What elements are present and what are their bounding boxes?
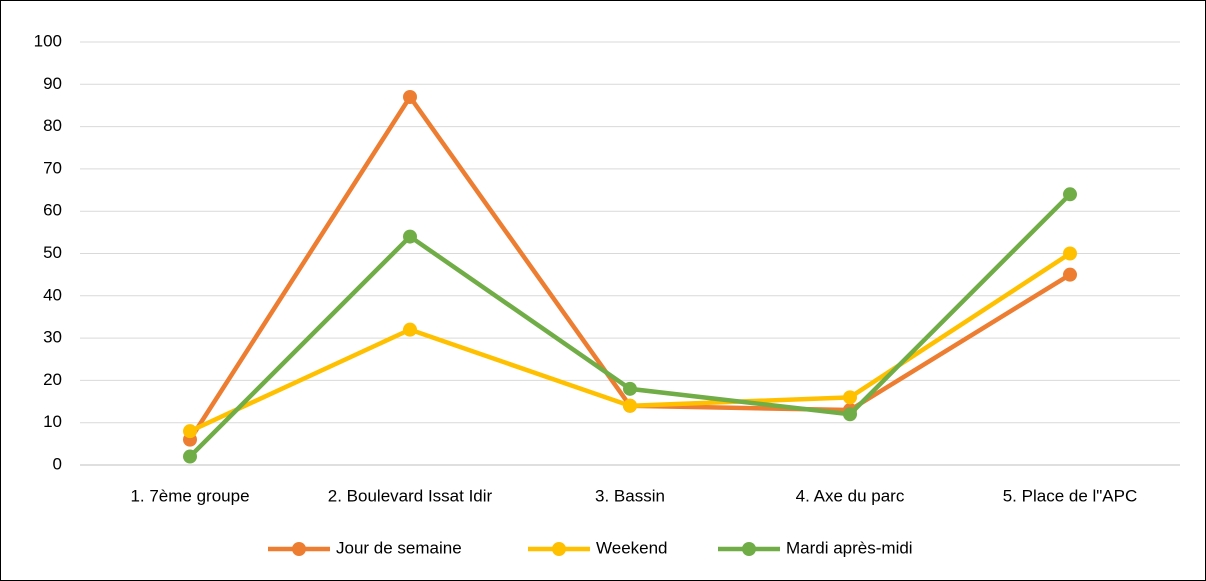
series-marker [403,322,417,337]
y-tick-label: 10 [43,412,62,431]
series-marker [1063,267,1077,282]
series-marker [183,424,197,439]
series-marker [623,398,637,413]
series-marker [1063,187,1077,202]
y-tick-label: 100 [34,31,62,50]
legend-marker [552,542,566,556]
series-marker [403,229,417,244]
y-tick-label: 0 [53,454,62,473]
legend-label: Jour de semaine [336,538,462,557]
series-marker [843,407,857,422]
y-tick-label: 70 [43,158,62,177]
y-tick-label: 60 [43,201,62,220]
y-tick-label: 80 [43,116,62,135]
legend-label: Mardi après-midi [786,538,913,557]
y-tick-label: 40 [43,285,62,304]
y-tick-label: 30 [43,328,62,347]
series-marker [843,390,857,405]
x-tick-label: 3. Bassin [595,486,665,505]
x-tick-label: 4. Axe du parc [796,486,905,505]
series-marker [1063,246,1077,261]
y-tick-label: 50 [43,243,62,262]
x-tick-label: 2. Boulevard Issat Idir [328,486,493,505]
legend-marker [742,542,756,556]
series-marker [623,381,637,396]
y-tick-label: 20 [43,370,62,389]
legend-marker [292,542,306,556]
series-marker [403,89,417,104]
x-tick-label: 5. Place de l"APC [1003,486,1138,505]
legend-label: Weekend [596,538,668,557]
series-marker [183,449,197,464]
y-tick-label: 90 [43,74,62,93]
x-tick-label: 1. 7ème groupe [130,486,249,505]
